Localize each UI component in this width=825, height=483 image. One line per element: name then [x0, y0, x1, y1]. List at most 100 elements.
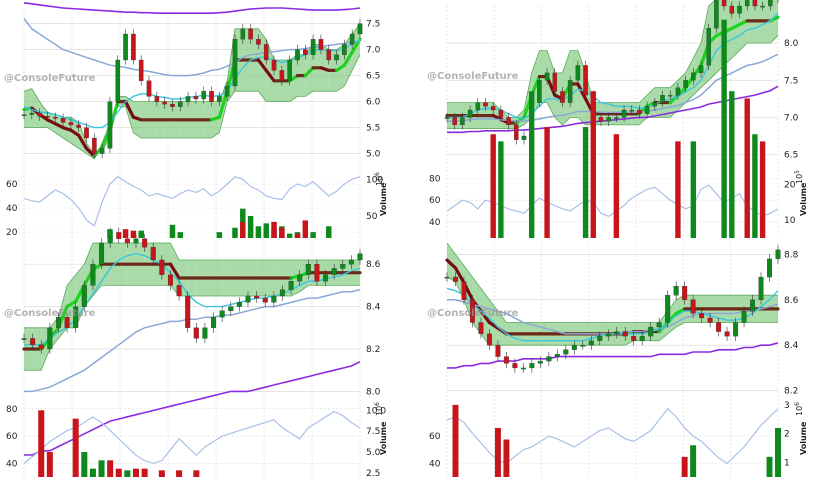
bottom-right-candle — [554, 354, 560, 357]
top-right-candle — [567, 80, 573, 103]
top-right-candle — [660, 94, 665, 103]
top-left-candle — [279, 70, 285, 81]
top-right-rsi-tick: 60 — [429, 196, 441, 206]
bottom-left-candle — [176, 285, 182, 297]
bottom-right-price-tick: 8.6 — [784, 296, 799, 306]
top-left-rsi-tick: 20 — [6, 228, 18, 238]
bottom-right-cloud-span-a — [446, 242, 778, 323]
top-right-volume-bar-up — [721, 19, 727, 239]
top-right-rsi-tick: 40 — [429, 218, 441, 228]
top-right-candle — [498, 109, 504, 118]
top-right-candle — [614, 117, 619, 119]
top-right-candle — [744, 0, 750, 7]
bottom-left-volume-bar-up — [89, 468, 96, 477]
bottom-right-candle — [741, 310, 747, 323]
bottom-left-base-line-segment — [168, 262, 181, 280]
top-left-cloud-segment — [39, 101, 48, 128]
bottom-right-candle — [673, 286, 679, 296]
top-left-volume-bar-up — [255, 226, 262, 238]
bottom-right-rsi-tick: 60 — [429, 432, 441, 442]
bottom-left-volume-bar-down — [132, 468, 140, 477]
top-left-volume-bar-up — [232, 227, 238, 238]
top-left-candle — [318, 39, 324, 50]
top-right-price-tick: 7.0 — [784, 113, 799, 123]
top-right-base-line-segment — [576, 82, 588, 101]
top-left-volume-bar-up — [326, 226, 332, 238]
top-left-candle — [99, 148, 105, 154]
top-left-volume-bar-up — [216, 232, 223, 238]
top-left-candle — [224, 85, 230, 97]
bottom-right-candle — [478, 322, 484, 335]
top-right-candle — [698, 65, 704, 74]
bottom-right-candle — [758, 276, 764, 300]
bottom-left-candle — [314, 264, 320, 282]
bottom-right-candle — [580, 345, 586, 347]
top-left-candle — [60, 118, 66, 123]
bottom-left-candle — [357, 253, 363, 261]
top-left-candle — [84, 127, 89, 139]
bottom-left-volume-bar-down — [107, 460, 114, 477]
top-right-volume-bar-down — [590, 91, 596, 239]
bottom-right-cloud-segment — [497, 311, 507, 346]
bottom-left-price-tick: 8.2 — [366, 345, 380, 355]
top-left-candle — [263, 44, 269, 61]
bottom-left-candle — [262, 297, 268, 303]
bottom-right-volume-bar-up — [766, 456, 773, 477]
top-right-volume-tick: 20 — [784, 180, 796, 190]
bottom-left-candle — [21, 338, 27, 340]
top-right-volume-bar-up — [729, 91, 735, 239]
bottom-left-volume-tick: 10.0 — [366, 406, 386, 416]
top-right-cloud-segment — [562, 50, 571, 125]
bottom-right-rsi-line — [446, 407, 779, 465]
bottom-right-candle — [682, 286, 688, 300]
bottom-left-candle — [331, 268, 337, 275]
bottom-right-volume-bar-down — [452, 404, 459, 477]
bottom-left-candle — [47, 327, 53, 350]
top-left-candle — [29, 112, 35, 115]
bottom-right-volume-bar-down — [681, 456, 688, 477]
top-right-volume-bar-down — [613, 134, 620, 238]
top-left-price-tick: 6.0 — [366, 98, 381, 108]
bottom-right-candle — [614, 331, 620, 335]
candles-layer — [21, 0, 781, 373]
top-right-candle — [644, 106, 650, 114]
bottom-right-volume-bar-up — [690, 445, 697, 477]
bottom-right-candle — [775, 249, 781, 260]
top-left-volume-bar-down — [130, 230, 137, 238]
bottom-left-candle — [193, 327, 199, 339]
bottom-right-candle — [690, 299, 696, 314]
top-right-candle — [721, 0, 727, 7]
top-left-volume-bar-up — [107, 229, 113, 238]
bottom-left-candle — [124, 238, 130, 244]
bottom-left-cloud-span-b — [24, 285, 360, 371]
bottom-right-candle — [656, 322, 662, 328]
top-left-candle — [217, 96, 222, 102]
top-left-base-line-segment — [256, 58, 268, 73]
top-right-price-tick: 7.5 — [784, 76, 798, 86]
bottom-right-rsi-tick: 40 — [429, 459, 441, 469]
bottom-left-candle — [116, 232, 122, 239]
top-left-candle — [45, 116, 50, 118]
top-right-candle — [475, 102, 481, 111]
top-right-candle — [621, 109, 627, 118]
top-right-volume-bar-down — [675, 141, 681, 238]
top-left-candle — [326, 49, 332, 61]
top-left-candle — [177, 101, 183, 107]
bottom-left-candle — [142, 238, 148, 248]
top-left-base-line-segment — [77, 133, 89, 150]
bottom-left-candle — [30, 338, 36, 345]
top-left-candle — [52, 117, 58, 119]
bottom-right-candle — [512, 363, 518, 369]
bottom-left-candle — [64, 317, 70, 328]
top-left-candle — [131, 33, 136, 61]
bottom-left-rsi-tick: 60 — [6, 432, 18, 442]
top-right-rsi-line — [446, 184, 779, 218]
bottom-right-candle — [699, 313, 705, 319]
top-right-candle — [637, 109, 642, 114]
bottom-left-trend-ma-line — [24, 360, 361, 456]
top-left-volume-bar-up — [263, 223, 269, 238]
top-right-candle — [760, 5, 765, 8]
bottom-left-watermark: @ConsoleFuture — [4, 308, 96, 319]
top-left-candle — [310, 39, 316, 55]
bottom-left-candle — [305, 264, 311, 275]
